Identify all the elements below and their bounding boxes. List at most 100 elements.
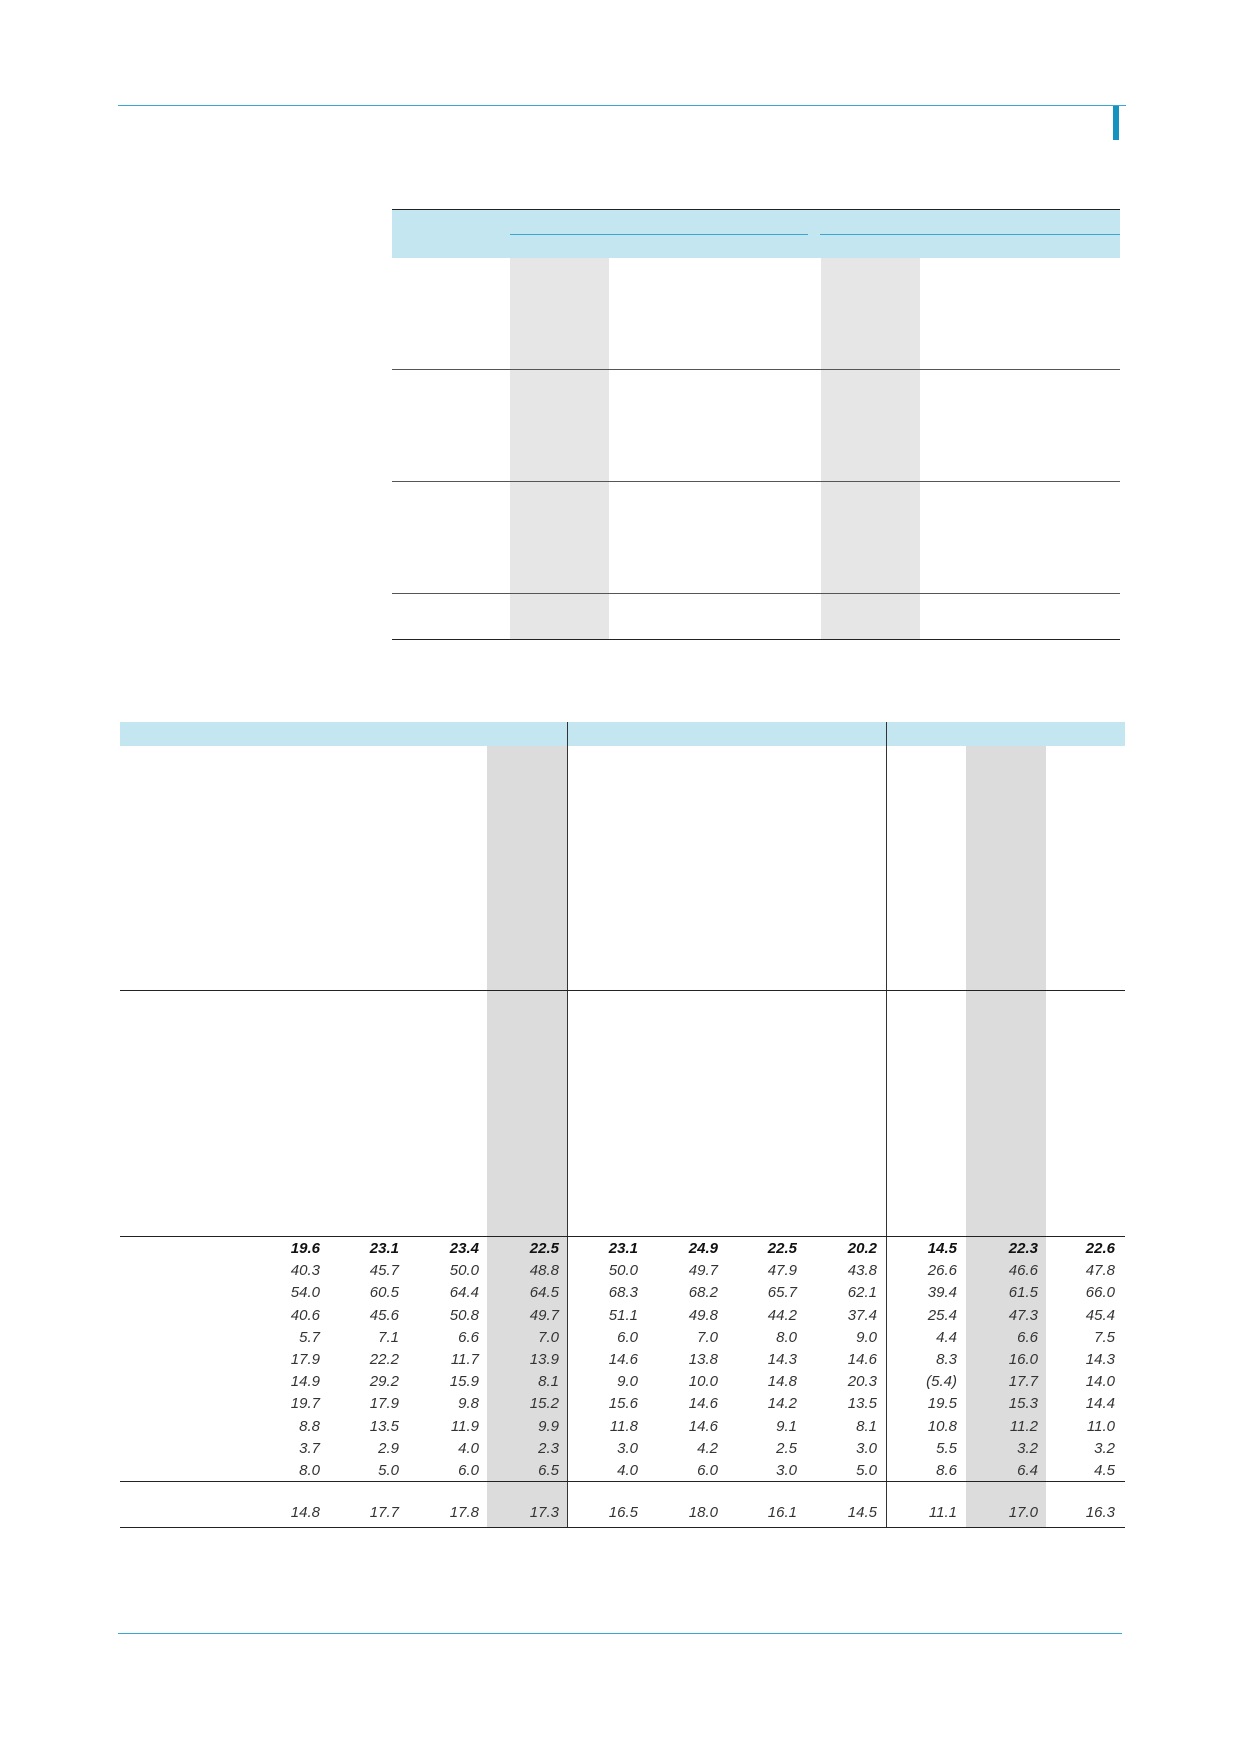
table-cell: 37.4 <box>847 1306 877 1324</box>
table-cell: 5.0 <box>856 1462 877 1479</box>
table-cell: 14.6 <box>688 1417 718 1435</box>
table-cell: 13.5 <box>847 1395 877 1413</box>
main-table-row-divider-1 <box>120 990 1125 991</box>
summary-cell: 16.5 <box>608 1504 638 1521</box>
table-cell: 4.0 <box>617 1462 638 1479</box>
summary-cell: 18.0 <box>688 1504 718 1521</box>
table-cell: 49.7 <box>529 1306 559 1324</box>
table-cell: 9.9 <box>538 1417 559 1435</box>
table-cell: 45.7 <box>369 1262 399 1280</box>
main-table-divider-left <box>567 722 568 1528</box>
table-cell: 8.0 <box>299 1462 320 1479</box>
table-cell: 22.5 <box>529 1240 559 1257</box>
table-cell: 15.2 <box>529 1395 559 1413</box>
summary-cell: 17.8 <box>449 1504 479 1521</box>
table-cell: 23.1 <box>608 1240 638 1257</box>
table-cell: 45.6 <box>369 1306 399 1324</box>
table-cell: 4.2 <box>697 1439 718 1457</box>
table-cell: 8.1 <box>538 1373 559 1391</box>
table-cell: 8.1 <box>856 1417 877 1435</box>
table-cell: 6.6 <box>458 1328 479 1346</box>
table-cell: 50.0 <box>608 1262 638 1280</box>
table-cell: 60.5 <box>369 1284 399 1302</box>
table-cell: 39.4 <box>927 1284 957 1302</box>
table-cell: 14.6 <box>608 1351 638 1368</box>
table-cell: 17.9 <box>290 1351 320 1368</box>
table-cell: 45.4 <box>1085 1306 1115 1324</box>
table-cell: 9.0 <box>617 1373 638 1391</box>
main-table-divider-right <box>886 722 887 1528</box>
table-cell: 3.0 <box>776 1462 797 1479</box>
table-cell: 65.7 <box>767 1284 797 1302</box>
top-table-group-rule-2 <box>820 234 1120 235</box>
main-table-header <box>120 722 1125 746</box>
table-cell: 11.2 <box>1009 1417 1038 1435</box>
table-cell: 15.3 <box>1008 1395 1038 1413</box>
table-cell: 14.6 <box>847 1351 877 1368</box>
header-accent-bar <box>1113 106 1119 140</box>
table-cell: 14.4 <box>1085 1395 1115 1413</box>
table-cell: 49.7 <box>688 1262 718 1280</box>
table-cell: 11.8 <box>609 1417 638 1435</box>
table-cell: 22.6 <box>1085 1240 1115 1257</box>
table-cell: 14.6 <box>688 1395 718 1413</box>
table-cell: 22.3 <box>1008 1240 1038 1257</box>
top-table-top-border <box>392 209 1120 210</box>
header-rule <box>118 105 1126 106</box>
table-cell: 23.1 <box>369 1240 399 1257</box>
table-cell: 4.0 <box>458 1439 479 1457</box>
table-cell: 15.6 <box>608 1395 638 1413</box>
table-cell: 43.8 <box>847 1262 877 1280</box>
table-cell: 47.3 <box>1008 1306 1038 1324</box>
summary-cell: 17.3 <box>529 1504 559 1521</box>
summary-cell: 14.8 <box>290 1504 320 1521</box>
table-cell: 22.5 <box>767 1240 797 1257</box>
table-cell: (5.4) <box>926 1373 957 1391</box>
main-table-shaded-column-1 <box>487 746 567 1527</box>
table-cell: 14.3 <box>1085 1351 1115 1368</box>
table-cell: 61.5 <box>1008 1284 1038 1302</box>
table-cell: 13.5 <box>369 1417 399 1435</box>
table-cell: 66.0 <box>1085 1284 1115 1302</box>
table-cell: 2.3 <box>538 1439 559 1457</box>
table-cell: 22.2 <box>369 1351 399 1368</box>
table-cell: 10.8 <box>927 1417 957 1435</box>
table-cell: 14.5 <box>927 1240 957 1257</box>
table-cell: 20.2 <box>847 1240 877 1257</box>
table-cell: 3.7 <box>299 1439 320 1457</box>
table-cell: 17.7 <box>1008 1373 1038 1391</box>
table-cell: 14.3 <box>767 1351 797 1368</box>
table-cell: 62.1 <box>847 1284 877 1302</box>
table-cell: 7.0 <box>538 1328 559 1346</box>
table-cell: 50.8 <box>449 1306 479 1324</box>
top-table-row-divider-3 <box>392 593 1120 594</box>
table-cell: 13.8 <box>688 1351 718 1368</box>
summary-cell: 14.5 <box>847 1504 877 1521</box>
table-cell: 26.6 <box>927 1262 957 1280</box>
table-cell: 14.2 <box>767 1395 797 1413</box>
table-cell: 40.6 <box>290 1306 320 1324</box>
table-cell: 11.0 <box>1086 1417 1115 1435</box>
table-cell: 48.8 <box>529 1262 559 1280</box>
table-cell: 10.0 <box>688 1373 718 1391</box>
table-cell: 7.1 <box>378 1328 399 1346</box>
table-cell: 6.4 <box>1017 1462 1038 1479</box>
summary-cell: 17.7 <box>369 1504 399 1521</box>
table-cell: 68.3 <box>608 1284 638 1302</box>
table-cell: 19.5 <box>927 1395 957 1413</box>
main-table-row-divider-2 <box>120 1236 1125 1237</box>
summary-cell: 11.1 <box>928 1504 957 1521</box>
table-cell: 4.5 <box>1094 1462 1115 1479</box>
footer-rule <box>118 1633 1122 1634</box>
table-cell: 14.9 <box>290 1373 320 1391</box>
table-cell: 7.0 <box>697 1328 718 1346</box>
table-cell: 4.4 <box>936 1328 957 1346</box>
table-cell: 9.8 <box>458 1395 479 1413</box>
table-cell: 5.7 <box>299 1328 320 1346</box>
table-cell: 19.7 <box>290 1395 320 1413</box>
table-cell: 47.9 <box>767 1262 797 1280</box>
top-table-row-divider-2 <box>392 481 1120 482</box>
table-cell: 6.0 <box>617 1328 638 1346</box>
table-cell: 23.4 <box>449 1240 479 1257</box>
